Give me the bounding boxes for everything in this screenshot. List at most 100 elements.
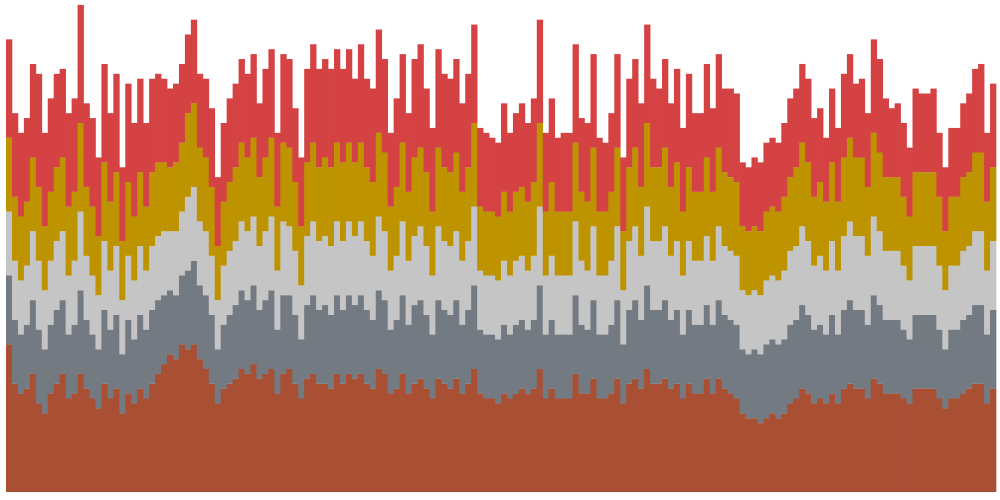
bar-segment <box>23 265 31 325</box>
bar-segment <box>864 113 872 187</box>
bar-segment <box>650 241 657 310</box>
bar-segment <box>721 172 728 246</box>
bar-segment <box>125 83 132 183</box>
bar-segment <box>238 59 245 143</box>
bar-segment <box>286 226 293 296</box>
bar-segment <box>554 334 561 399</box>
bar-segment <box>829 393 836 492</box>
bar-segment <box>226 383 233 492</box>
bar-segment <box>11 196 19 261</box>
bar-segment <box>250 216 257 286</box>
bar-segment <box>137 388 144 492</box>
bar-segment <box>948 127 955 197</box>
bar-segment <box>548 319 556 389</box>
bar-segment <box>95 236 102 296</box>
bar-segment <box>172 295 180 360</box>
bar-segment <box>328 388 335 492</box>
bar-segment <box>113 172 120 246</box>
bar-segment <box>829 88 836 163</box>
bar-segment <box>924 93 931 173</box>
bar-segment <box>608 260 615 325</box>
bar-segment <box>405 113 412 192</box>
bar-segment <box>817 398 824 492</box>
bar-segment <box>17 216 25 281</box>
bar-segment <box>71 98 78 192</box>
bar-segment <box>667 388 675 492</box>
bar-segment <box>984 132 991 202</box>
bar-segment <box>566 132 573 212</box>
bar-segment <box>638 319 645 389</box>
bar-segment <box>149 246 156 310</box>
bar-segment <box>202 295 210 369</box>
bar-segment <box>393 319 400 389</box>
bar-segment <box>506 334 514 399</box>
bar-segment <box>888 108 895 178</box>
bar-segment <box>793 319 800 399</box>
bar-segment <box>411 383 418 492</box>
bar-segment <box>71 393 78 492</box>
bar-segment <box>489 211 496 276</box>
bar-segment <box>781 339 788 414</box>
bar-segment <box>685 309 693 384</box>
bar-segment <box>262 231 269 301</box>
bar-segment <box>274 329 281 394</box>
bar-segment <box>972 383 979 492</box>
bar-segment <box>196 73 204 148</box>
bar-segment <box>918 388 925 492</box>
bar-segment <box>697 393 705 492</box>
bar-segment <box>459 191 466 261</box>
bar-segment <box>220 123 228 202</box>
bar-segment <box>817 255 824 325</box>
bar-segment <box>846 54 854 138</box>
bar-segment <box>638 186 645 256</box>
bar-segment <box>375 290 383 369</box>
bar-segment <box>787 177 794 251</box>
bar-segment <box>238 221 245 291</box>
bar-segment <box>840 388 848 492</box>
bar-segment <box>584 123 591 202</box>
bar-segment <box>232 167 239 242</box>
bar-segment <box>697 324 705 394</box>
bar-segment <box>966 246 973 315</box>
bar-segment <box>763 211 770 281</box>
bar-segment <box>441 73 448 168</box>
bar-segment <box>685 167 693 242</box>
bar-segment <box>632 147 639 227</box>
bar-segment <box>858 309 866 389</box>
bar-segment <box>990 388 997 492</box>
bar-segment <box>483 211 490 276</box>
bar-segment <box>298 339 305 399</box>
bar-segment <box>888 393 895 492</box>
bar-segment <box>757 295 764 355</box>
bar-segment <box>161 162 168 232</box>
bar-segment <box>208 314 216 384</box>
bar-segment <box>29 373 37 492</box>
bar-segment <box>632 300 639 379</box>
bar-segment <box>805 241 812 315</box>
bar-segment <box>363 241 371 310</box>
bar-segment <box>322 236 329 306</box>
bar-segment <box>95 157 102 237</box>
bar-segment <box>644 123 651 207</box>
bar-segment <box>542 334 550 399</box>
bar-segment <box>673 383 681 492</box>
bar-segment <box>769 275 776 340</box>
bar-segment <box>572 373 579 492</box>
bar-segment <box>375 369 383 492</box>
bar-segment <box>858 78 866 158</box>
bar-segment <box>465 309 472 384</box>
bar-segment <box>119 413 126 492</box>
bar-segment <box>435 300 442 379</box>
bar-segment <box>900 265 907 330</box>
bar-segment <box>167 88 174 168</box>
bar-segment <box>697 260 705 325</box>
bar-segment <box>596 275 603 335</box>
bar-segment <box>942 349 949 409</box>
bar-segment <box>399 221 406 296</box>
bar-segment <box>334 142 341 222</box>
bar-segment <box>501 103 508 192</box>
bar-segment <box>256 378 263 492</box>
bar-segment <box>83 319 90 389</box>
bar-segment <box>441 241 448 310</box>
bar-segment <box>393 186 400 256</box>
